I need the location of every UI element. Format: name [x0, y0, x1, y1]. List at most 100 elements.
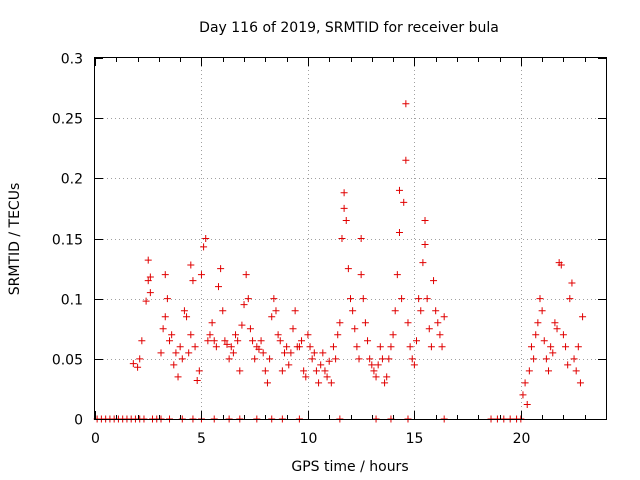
- data-point: [385, 355, 393, 363]
- data-point: [402, 100, 410, 108]
- x-tick-label: 0: [91, 431, 100, 447]
- data-point: [176, 343, 184, 351]
- data-point: [187, 261, 195, 269]
- data-point: [214, 283, 222, 291]
- data-point: [374, 361, 382, 369]
- data-point: [310, 349, 318, 357]
- data-point: [553, 325, 561, 333]
- data-point: [142, 297, 150, 305]
- data-point: [187, 331, 195, 339]
- data-point: [163, 295, 171, 303]
- data-point: [534, 319, 542, 327]
- data-point: [408, 355, 416, 363]
- data-point: [134, 363, 142, 371]
- data-point: [197, 271, 205, 279]
- data-point: [136, 355, 144, 363]
- data-point: [180, 307, 188, 315]
- data-point: [323, 373, 331, 381]
- data-point: [406, 343, 414, 351]
- data-point: [415, 295, 423, 303]
- data-point: [168, 331, 176, 339]
- data-point: [306, 343, 314, 351]
- data-point: [217, 265, 225, 273]
- data-point: [221, 337, 229, 345]
- x-axis-label: GPS time / hours: [291, 459, 408, 475]
- data-point: [270, 295, 278, 303]
- data-point: [349, 307, 357, 315]
- data-point: [246, 325, 254, 333]
- data-point: [536, 295, 544, 303]
- data-point: [219, 307, 227, 315]
- data-point: [146, 273, 154, 281]
- data-point: [208, 319, 216, 327]
- data-point: [225, 355, 233, 363]
- data-point: [212, 343, 220, 351]
- data-point: [234, 337, 242, 345]
- data-point: [361, 319, 369, 327]
- data-point: [344, 265, 352, 273]
- data-point: [295, 343, 303, 351]
- data-point: [566, 295, 574, 303]
- data-point: [355, 355, 363, 363]
- data-point: [227, 343, 235, 351]
- data-point: [440, 313, 448, 321]
- data-point: [298, 337, 306, 345]
- data-point: [332, 355, 340, 363]
- data-point: [572, 367, 580, 375]
- y-tick-label: 0.3: [61, 52, 83, 68]
- data-point: [425, 325, 433, 333]
- data-point: [570, 355, 578, 363]
- data-point: [261, 367, 269, 375]
- data-point: [166, 337, 174, 345]
- data-point: [266, 355, 274, 363]
- data-point: [417, 307, 425, 315]
- data-point: [251, 355, 259, 363]
- data-point: [291, 307, 299, 315]
- data-point: [308, 355, 316, 363]
- data-point: [278, 367, 286, 375]
- data-point: [398, 295, 406, 303]
- data-points: [93, 100, 587, 423]
- data-point: [353, 343, 361, 351]
- y-axis-label: SRMTID / TECUs: [7, 183, 23, 296]
- data-point: [268, 313, 276, 321]
- data-point: [568, 279, 576, 287]
- data-point: [232, 331, 240, 339]
- data-point: [576, 379, 584, 387]
- data-point: [378, 355, 386, 363]
- data-point: [521, 379, 529, 387]
- data-point: [340, 189, 348, 197]
- data-point: [210, 337, 218, 345]
- data-point: [391, 307, 399, 315]
- data-point: [195, 367, 203, 375]
- data-point: [174, 373, 182, 381]
- y-tick-label: 0.1: [61, 293, 83, 309]
- data-point: [287, 349, 295, 357]
- data-point: [430, 277, 438, 285]
- data-point: [304, 331, 312, 339]
- axis-ticks: 0 5 10 15 20 0 0.05 0.1 0.15 0.2 0.25 0.3: [52, 52, 607, 447]
- plot-frame: [94, 57, 607, 420]
- data-point: [368, 361, 376, 369]
- data-point: [421, 216, 429, 224]
- data-point: [519, 391, 527, 399]
- data-point: [404, 319, 412, 327]
- data-point: [185, 349, 193, 357]
- data-point: [157, 349, 165, 357]
- data-point: [538, 307, 546, 315]
- data-point: [357, 235, 365, 242]
- data-point: [389, 331, 397, 339]
- data-point: [549, 349, 557, 357]
- data-point: [532, 331, 540, 339]
- data-point: [300, 367, 308, 375]
- chart-title: Day 116 of 2019, SRMTID for receiver bul…: [199, 20, 499, 36]
- data-point: [144, 277, 152, 285]
- data-point: [259, 349, 267, 357]
- data-point: [146, 289, 154, 297]
- data-point: [376, 343, 384, 351]
- data-point: [419, 259, 427, 267]
- data-point: [395, 228, 403, 236]
- data-point: [334, 331, 342, 339]
- data-point: [434, 319, 442, 327]
- data-point: [238, 321, 246, 329]
